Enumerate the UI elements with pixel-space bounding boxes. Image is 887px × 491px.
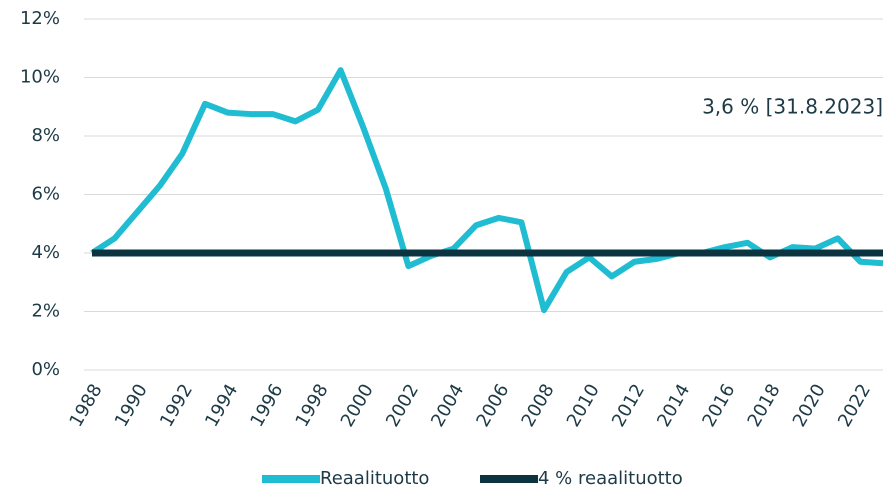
y-tick-label: 2% [31,301,60,322]
x-tick-label: 2008 [518,381,559,431]
x-tick-label: 1994 [201,381,242,431]
y-tick-label: 10% [20,67,60,88]
x-tick-label: 2002 [382,381,423,431]
x-tick-label: 2018 [744,381,785,431]
x-tick-label: 2000 [337,381,378,431]
x-tick-label: 1990 [111,381,152,431]
x-tick-label: 1998 [292,381,333,431]
y-tick-label: 12% [20,8,60,29]
x-tick-label: 1996 [246,381,287,431]
x-tick-label: 2012 [608,381,649,431]
x-tick-label: 2022 [834,381,875,431]
x-tick-label: 2016 [698,381,739,431]
x-tick-label: 2006 [472,381,513,431]
legend-label: Reaalituotto [320,468,429,489]
line-series [90,67,884,314]
annotation: 3,6 % [31.8.2023] [702,95,883,119]
x-tick-label: 2014 [653,381,694,431]
x-tick-label: 1988 [66,381,107,431]
y-tick-label: 4% [31,242,60,263]
y-tick-label: 6% [31,184,60,205]
x-tick-label: 2020 [789,381,830,431]
x-tick-label: 1992 [156,381,197,431]
x-tick-label: 2010 [563,381,604,431]
y-tick-label: 0% [31,359,60,380]
x-tick-label: 2004 [427,381,468,431]
y-tick-label: 8% [31,125,60,146]
legend-label: 4 % reaalituotto [538,468,683,489]
